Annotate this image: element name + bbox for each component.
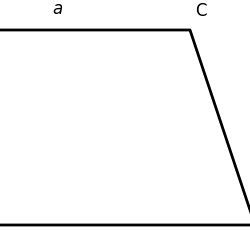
Text: C: C	[195, 2, 206, 20]
Text: a: a	[52, 0, 62, 18]
